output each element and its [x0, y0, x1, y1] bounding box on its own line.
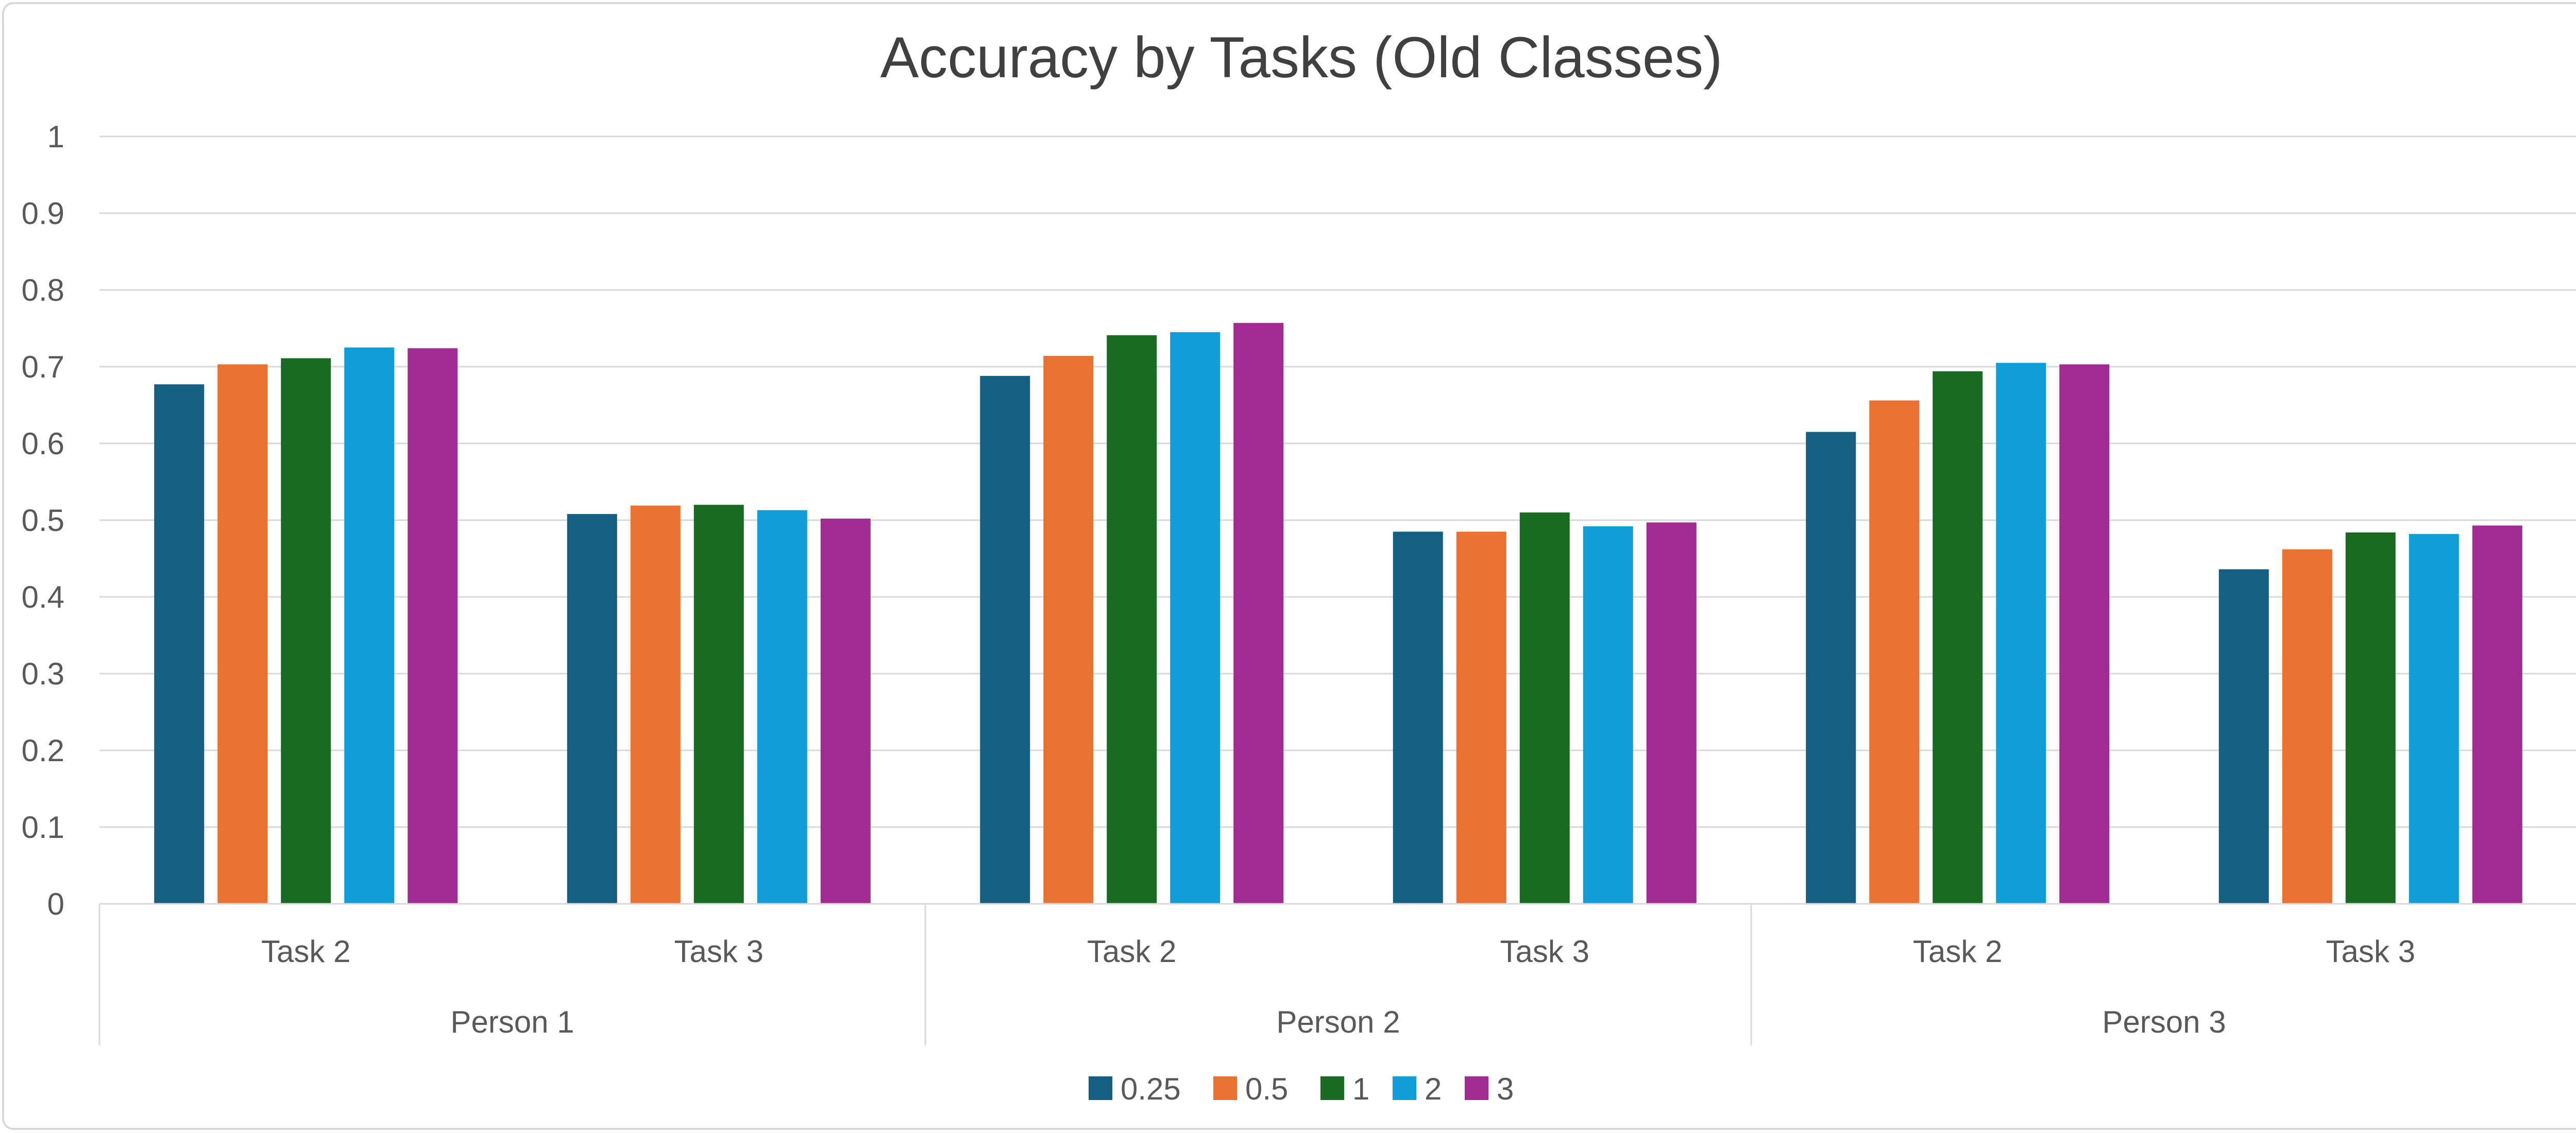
legend-label: 0.5: [1245, 1072, 1288, 1106]
legend-swatch: [1213, 1076, 1237, 1100]
bar-series-0.5-cat-0: [217, 364, 268, 904]
bar-series-3-cat-4: [2059, 364, 2110, 904]
y-tick-label: 0.2: [22, 733, 64, 768]
y-tick-label: 0.7: [22, 350, 64, 384]
bar-series-1-cat-1: [693, 505, 744, 904]
bar-series-1-cat-5: [2345, 532, 2396, 904]
legend-label: 3: [1497, 1072, 1514, 1106]
legend-label: 2: [1425, 1072, 1442, 1106]
y-tick-label: 1: [47, 119, 64, 154]
y-tick-label: 0: [47, 887, 64, 921]
bar-series-0.5-cat-3: [1456, 531, 1506, 904]
bar-series-3-cat-3: [1646, 522, 1697, 904]
y-tick-label: 0.6: [22, 426, 64, 461]
legend-label: 1: [1352, 1072, 1369, 1106]
gridlines: [99, 135, 2576, 905]
bar-series-0.25-cat-4: [1806, 432, 1856, 904]
chart-title: Accuracy by Tasks (Old Classes): [880, 25, 1723, 90]
x-tick-label: Task 3: [1500, 934, 1589, 969]
bar-series-3-cat-0: [408, 348, 458, 904]
legend-swatch: [1465, 1076, 1488, 1100]
bar-series-2-cat-1: [757, 510, 807, 904]
legend-swatch: [1320, 1076, 1344, 1100]
y-tick-label: 0.1: [22, 810, 64, 845]
bar-series-1-cat-3: [1519, 512, 1570, 904]
x-tick-label: Task 3: [2326, 934, 2415, 969]
bar-series-0.25-cat-0: [154, 384, 205, 904]
legend-swatch: [1393, 1076, 1416, 1100]
bar-series-3-cat-1: [820, 519, 871, 904]
y-tick-label: 0.5: [22, 503, 64, 538]
x-axis: Task 2 Task 3 Task 2 Task 3 Task 2 Task 3 Pers…: [98, 903, 2576, 1045]
bars: [154, 323, 2522, 904]
x-group-label: Person 2: [1276, 1005, 1400, 1039]
bar-series-1-cat-4: [1933, 371, 1983, 904]
bar-series-2-cat-5: [2409, 534, 2459, 904]
bar-series-0.25-cat-5: [2218, 569, 2269, 904]
bar-series-2-cat-2: [1170, 332, 1221, 904]
bar-series-1-cat-0: [281, 358, 331, 904]
y-tick-label: 0.8: [22, 273, 64, 307]
bar-series-2-cat-3: [1583, 526, 1633, 904]
bar-series-0.5-cat-4: [1869, 400, 1920, 904]
bar-series-0.25-cat-3: [1393, 531, 1443, 904]
x-group-label: Person 3: [2102, 1005, 2226, 1039]
bar-series-0.5-cat-1: [630, 505, 681, 904]
y-tick-label: 0.3: [22, 657, 64, 691]
bar-series-3-cat-2: [1233, 323, 1284, 904]
legend: 0.25 0.5 1 2 3: [1089, 1072, 1514, 1106]
bar-series-1-cat-2: [1107, 335, 1157, 904]
legend-label: 0.25: [1121, 1072, 1181, 1106]
bar-series-2-cat-0: [344, 347, 395, 904]
x-tick-label: Task 3: [674, 934, 764, 969]
y-axis-ticks: 0 0.1 0.2 0.3 0.4 0.5 0.6 0.7 0.8 0.9 1: [22, 119, 64, 921]
bar-series-0.25-cat-2: [980, 375, 1030, 904]
y-tick-label: 0.9: [22, 196, 64, 231]
legend-swatch: [1089, 1076, 1112, 1100]
x-tick-label: Task 2: [1913, 934, 2002, 969]
x-tick-label: Task 2: [261, 934, 350, 969]
x-tick-label: Task 2: [1087, 934, 1176, 969]
x-group-label: Person 1: [450, 1005, 574, 1039]
bar-series-0.5-cat-5: [2282, 549, 2332, 904]
bar-series-0.25-cat-1: [567, 514, 617, 904]
bar-series-0.5-cat-2: [1043, 356, 1094, 904]
bar-series-3-cat-5: [2472, 525, 2522, 904]
y-tick-label: 0.4: [22, 580, 64, 614]
bar-series-2-cat-4: [1996, 363, 2046, 904]
